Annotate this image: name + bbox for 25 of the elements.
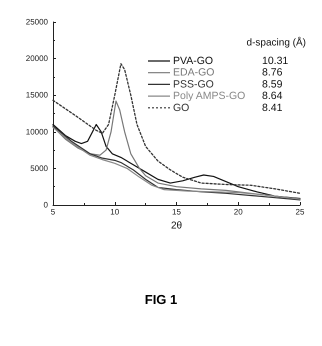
y-tick-label: 25000 xyxy=(26,18,49,26)
annotation: 10.31 xyxy=(262,55,288,67)
text: FIG 1 xyxy=(144,292,178,307)
legend-label: PVA-GO xyxy=(173,55,214,67)
y-tick-label: 15000 xyxy=(26,90,49,100)
annotation: 8.41 xyxy=(262,102,283,114)
y-tick-label: 0 xyxy=(44,200,49,210)
legend-label: Poly AMPS-GO xyxy=(173,90,246,102)
y-tick-label: 10000 xyxy=(26,127,49,136)
legend-label: GO xyxy=(173,102,190,114)
line-series xyxy=(52,63,301,194)
x-axis-title: 2θ xyxy=(170,220,182,232)
legend-label: PSS-GO xyxy=(173,78,214,90)
y-tick-label: 5000 xyxy=(30,164,49,173)
y-tick-label: 20000 xyxy=(26,54,49,64)
x-tick-label: 25 xyxy=(296,208,305,216)
annotation: 8.59 xyxy=(262,78,283,90)
x-tick-label: 10 xyxy=(110,208,120,216)
x-tick-label: 15 xyxy=(172,208,182,216)
annotation: d-spacing (Å) xyxy=(246,36,306,48)
annotation: 8.76 xyxy=(262,66,283,79)
legend-label: EDA-GO xyxy=(173,66,214,79)
x-tick-label: 20 xyxy=(234,208,244,216)
annotation: 8.64 xyxy=(262,90,283,102)
x-tick-label: 5 xyxy=(50,208,56,216)
